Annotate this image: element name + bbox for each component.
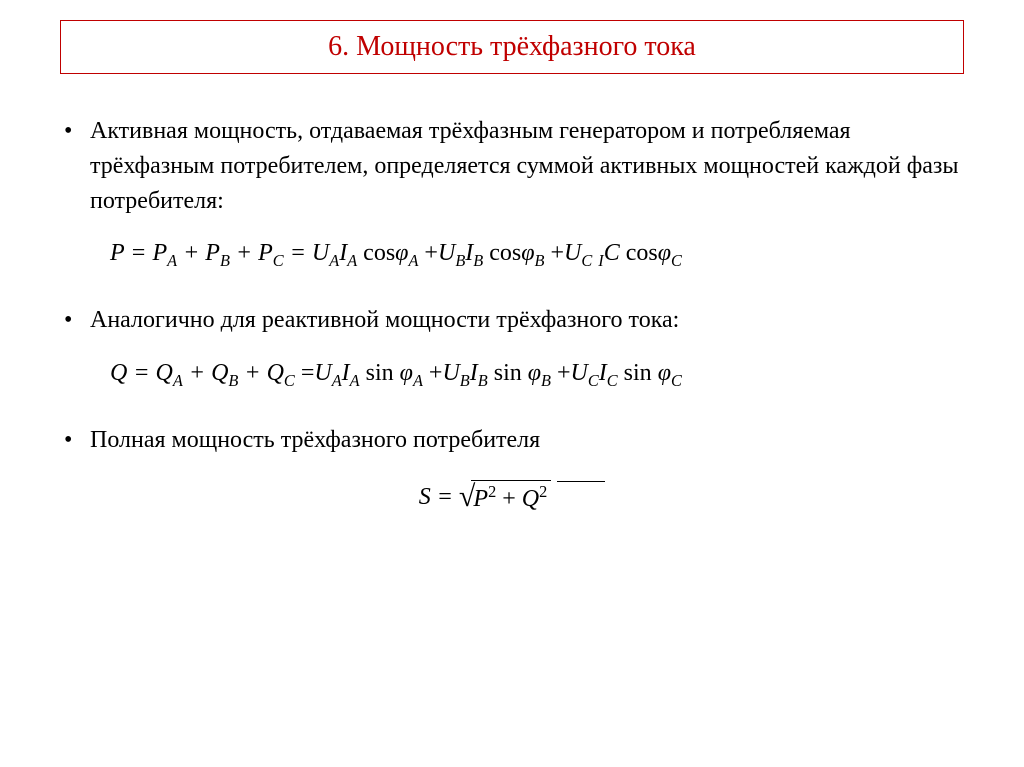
op-plus: + <box>238 360 266 386</box>
var-Q: Q <box>110 360 127 386</box>
sub-B: B <box>478 371 488 390</box>
var-U: U <box>314 360 331 386</box>
sub-A: A <box>329 251 339 270</box>
sub-C: C <box>671 251 682 270</box>
sub-B: B <box>535 251 545 270</box>
content-list: Активная мощность, отдаваемая трёхфазным… <box>60 114 964 515</box>
var-PB: P <box>205 240 220 266</box>
sub-B: B <box>228 371 238 390</box>
sub-B: B <box>220 251 230 270</box>
sub-A: A <box>408 251 418 270</box>
var-S: S <box>419 484 431 510</box>
sub-B: B <box>460 371 470 390</box>
bullet-full-power: Полная мощность трёхфазного потребителя <box>60 423 964 458</box>
var-QB: Q <box>211 360 228 386</box>
var-U: U <box>312 240 329 266</box>
fn-cos: cos <box>489 240 521 266</box>
under-root: P2 + Q2 <box>471 480 551 515</box>
sub-C: C <box>588 371 599 390</box>
var-phi: φ <box>528 360 541 386</box>
slide-title: 6. Мощность трёхфазного тока <box>328 31 696 62</box>
var-phi: φ <box>521 240 534 266</box>
sub-A: A <box>332 371 342 390</box>
var-U: U <box>442 360 459 386</box>
op-plus: + <box>183 360 211 386</box>
var-PA: P <box>152 240 167 266</box>
slide-page: 6. Мощность трёхфазного тока Активная мо… <box>0 0 1024 567</box>
var-Q2: Q <box>522 486 539 512</box>
sub-A: A <box>350 371 360 390</box>
op-plus: + <box>177 240 205 266</box>
var-U: U <box>564 240 581 266</box>
var-P2: P <box>473 486 488 512</box>
var-U: U <box>438 240 455 266</box>
var-C: C <box>604 240 620 266</box>
formula-reactive-power: Q = QA + QB + QC =UAIA sin φA +UBIB sin … <box>110 360 964 391</box>
overline-extension <box>557 481 605 483</box>
title-box: 6. Мощность трёхфазного тока <box>60 20 964 74</box>
var-I: I <box>470 360 478 386</box>
sub-C: C <box>284 371 295 390</box>
bullet-reactive-power: Аналогично для реактивной мощности трёхф… <box>60 303 964 338</box>
fn-sin: sin <box>494 360 522 386</box>
var-PC: P <box>258 240 273 266</box>
fn-sin: sin <box>366 360 394 386</box>
op-plus: + <box>230 240 258 266</box>
var-QA: Q <box>156 360 173 386</box>
var-I: I <box>342 360 350 386</box>
op-eq: = <box>284 240 312 266</box>
sub-A: A <box>413 371 423 390</box>
var-I: I <box>599 360 607 386</box>
exp-2: 2 <box>488 482 496 501</box>
var-phi: φ <box>400 360 413 386</box>
sub-A: A <box>347 251 357 270</box>
formula-full-power: S = √ P2 + Q2 <box>60 480 964 515</box>
bullet-text-3: Полная мощность трёхфазного потребителя <box>90 427 540 453</box>
var-QC: Q <box>267 360 284 386</box>
formula-active-power: P = PA + PB + PC = UAIA cosφA +UBIB cosφ… <box>110 240 964 271</box>
op-eq: = <box>124 240 152 266</box>
sqrt-expression: √ P2 + Q2 <box>459 480 605 515</box>
sub-B: B <box>473 251 483 270</box>
radical-icon: √ <box>459 482 475 512</box>
bullet-text-2: Аналогично для реактивной мощности трёхф… <box>90 307 679 333</box>
exp-2: 2 <box>539 482 547 501</box>
bullet-text-1: Активная мощность, отдаваемая трёхфазным… <box>90 118 959 214</box>
op-eq: = <box>127 360 155 386</box>
sub-B: B <box>455 251 465 270</box>
var-U: U <box>571 360 588 386</box>
var-phi: φ <box>658 360 671 386</box>
var-P: P <box>110 240 124 266</box>
fn-cos: cos <box>626 240 658 266</box>
sub-C: C <box>273 251 284 270</box>
fn-sin: sin <box>624 360 652 386</box>
fn-cos: cos <box>363 240 395 266</box>
var-I: I <box>339 240 347 266</box>
sub-C: C <box>607 371 618 390</box>
var-phi: φ <box>658 240 671 266</box>
op-eq: = <box>431 484 459 510</box>
bullet-active-power: Активная мощность, отдаваемая трёхфазным… <box>60 114 964 218</box>
sub-C: C <box>581 251 592 270</box>
sub-B: B <box>541 371 551 390</box>
var-phi: φ <box>395 240 408 266</box>
sub-A: A <box>167 251 177 270</box>
sub-A: A <box>173 371 183 390</box>
sub-C: C <box>671 371 682 390</box>
